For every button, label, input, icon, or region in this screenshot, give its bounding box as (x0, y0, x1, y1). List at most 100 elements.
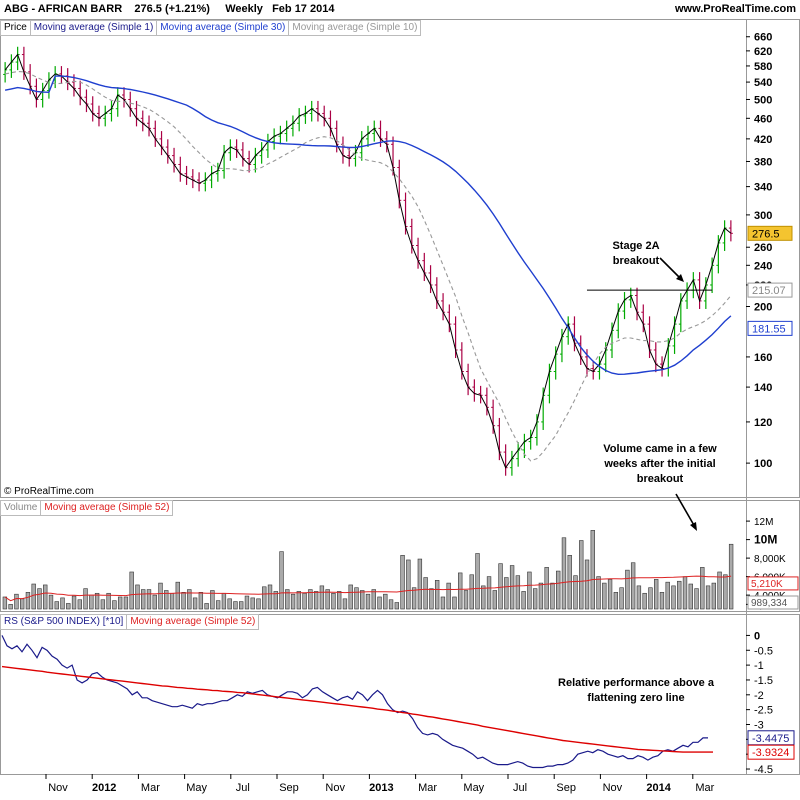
annotation-breakout: Stage 2A breakout (612, 240, 660, 267)
volume-bar (504, 577, 509, 610)
volume-bar (192, 597, 198, 610)
volume-bar (152, 594, 157, 610)
volume-bar (723, 574, 728, 610)
volume-bar (417, 558, 423, 610)
volume-bar (705, 585, 711, 610)
volume-bar (175, 581, 180, 610)
ma10-line (4, 70, 732, 462)
rs-value-tag: -3.4475 (752, 733, 789, 745)
volume-ma-line (4, 575, 732, 602)
volume-bar (100, 599, 106, 610)
chart-title: ABG - AFRICAN BARR (4, 3, 123, 15)
volume-bar (469, 574, 474, 610)
price-tick-label: 420 (754, 134, 772, 146)
volume-bar (117, 596, 123, 610)
legend-ma10: Moving average (Simple 10) (292, 22, 418, 33)
volume-bar (302, 592, 307, 610)
period: Weekly (225, 3, 263, 15)
volume-bar (492, 590, 497, 610)
volume-bar (498, 563, 503, 610)
volume-bar (463, 590, 469, 610)
volume-bar (636, 585, 642, 610)
volume-bar (129, 571, 134, 610)
ma10-value-tag: 215.07 (752, 285, 786, 297)
volume-bar (135, 584, 140, 610)
volume-bar (642, 592, 647, 610)
x-tick-label: Nov (48, 782, 68, 794)
legend-ma30: Moving average (Simple 30) (157, 21, 290, 35)
volume-bar (694, 588, 699, 610)
copyright: © ProRealTime.com (4, 486, 94, 497)
volume-bar (458, 572, 463, 610)
volume-bar (648, 587, 653, 610)
volume-bar (515, 575, 521, 610)
volume-bar (106, 592, 111, 610)
volume-bar (360, 590, 365, 610)
volume-bar (187, 589, 192, 610)
volume-bar (239, 601, 244, 610)
volume-arrow (675, 493, 696, 528)
volume-bar (250, 597, 255, 610)
volume-bar (204, 603, 209, 610)
volume-bar (475, 553, 480, 610)
volume-bar (290, 593, 296, 610)
volume-bar (313, 591, 319, 610)
volume-bar (285, 589, 290, 610)
ma30-line (4, 75, 732, 376)
price-tick-label: 200 (754, 302, 772, 314)
volume-bar (112, 600, 117, 610)
x-tick-label: Mar (418, 782, 437, 794)
volume-bar (181, 592, 186, 610)
rs-ma-value-tag: -3.9324 (752, 747, 789, 759)
volume-bar (279, 551, 284, 610)
volume-bar (671, 585, 676, 610)
volume-bar (319, 585, 325, 610)
rs-tick-label: 0 (754, 630, 760, 642)
volume-bar (141, 589, 146, 610)
annotation-relative: Relative performance above a flattening … (558, 677, 714, 704)
rs-tick-label: -0.5 (754, 645, 773, 657)
x-tick-label: 2014 (646, 782, 671, 794)
volume-bar (94, 592, 100, 610)
last-quote: 276.5 (+1.21%) (134, 3, 210, 15)
price-tick-label: 240 (754, 260, 772, 272)
volume-bar (25, 592, 31, 610)
volume-bar (371, 589, 376, 610)
price-tick-label: 300 (754, 210, 772, 222)
volume-bar (233, 601, 238, 610)
volume-bar (60, 597, 65, 610)
ma10-value-tag-box (747, 282, 793, 298)
legend-price: Price (1, 21, 31, 35)
rs-tick-label: -1 (754, 660, 764, 672)
volume-bar (8, 604, 13, 610)
legend-ma1: Moving average (Simple 1) (31, 21, 158, 35)
x-tick-label: 2013 (369, 782, 393, 794)
price-tick-label: 380 (754, 156, 772, 168)
volume-bar (556, 570, 561, 610)
volume-bar (262, 586, 267, 610)
volume-bar (308, 589, 313, 610)
volume-bar (377, 596, 382, 610)
x-tick-label: Nov (603, 782, 623, 794)
volume-bar (596, 576, 601, 610)
volume-bar (521, 591, 526, 610)
volume-bar (440, 596, 446, 610)
price-tick-label: 100 (754, 458, 772, 470)
volume-bar (619, 587, 624, 610)
volume-bar (429, 588, 434, 610)
volume-bar (77, 599, 82, 610)
legend-volume: Volume (1, 501, 42, 515)
volume-bar (37, 588, 42, 610)
volume-bar (711, 582, 717, 610)
volume-bar (342, 598, 348, 610)
volume-arrowhead (690, 522, 697, 531)
volume-tick-label: 10M (754, 533, 777, 547)
volume-ma-tag-box (747, 576, 799, 591)
volume-bar (665, 581, 670, 610)
volume-bar (198, 592, 204, 610)
price-legend: Price Moving average (Simple 1) Moving a… (0, 20, 422, 36)
volume-bar (123, 596, 129, 610)
rs-legend: RS (S&P 500 INDEX) [*10] Moving average … (0, 614, 260, 630)
volume-bar (348, 584, 353, 610)
